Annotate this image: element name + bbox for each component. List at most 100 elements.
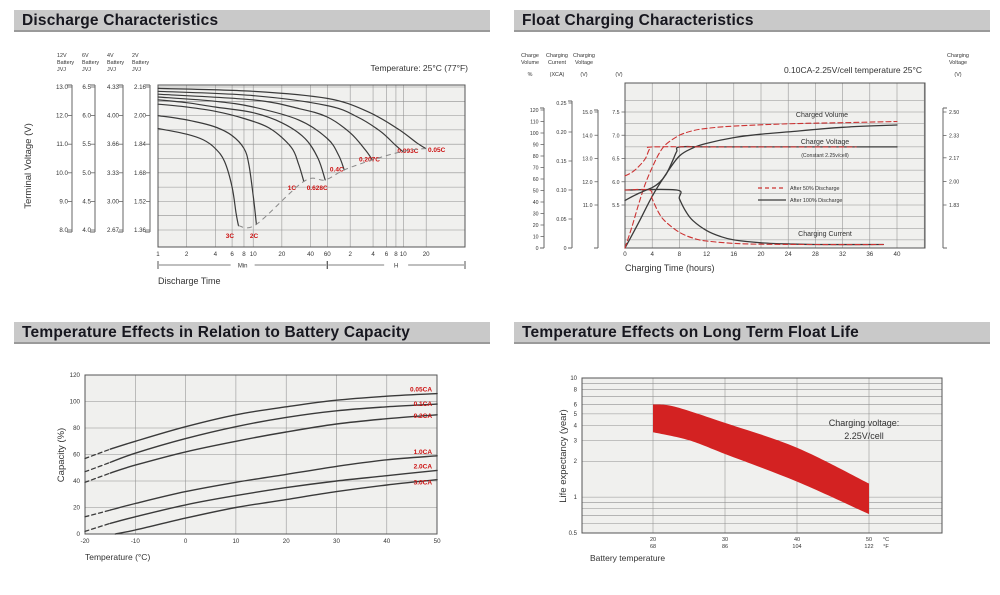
rate-label-0.05CA: 0.05CA <box>410 387 432 394</box>
x-tick-label: 28 <box>812 251 819 258</box>
x-axis-title: Discharge Time <box>158 276 221 286</box>
battery-scale-header: JVJ <box>132 67 141 73</box>
x-tick-label: 30 <box>333 538 340 545</box>
scale-tick-label: 15.0 <box>582 110 592 116</box>
charging-condition-note: 0.10CA-2.25V/cell temperature 25°C <box>784 65 922 75</box>
battery-scale-header: 12V <box>57 53 67 59</box>
axis-header: Charging <box>546 53 568 59</box>
scale-tick-label: 2.00 <box>949 179 959 185</box>
rate-label-0.628C: 0.628C <box>307 185 328 192</box>
rate-label-2.0CA: 2.0CA <box>414 463 433 470</box>
x-axis-title: Charging Time (hours) <box>625 263 715 273</box>
x-tick-label-fahrenheit: 68 <box>650 544 656 550</box>
y-tick-label: 8 <box>574 388 578 394</box>
battery-scale-header: JVJ <box>107 67 116 73</box>
x-tick-label: 40 <box>383 538 390 545</box>
x-tick-label: 40 <box>307 251 314 258</box>
scale-tick-label: 2.67 <box>107 227 120 234</box>
scale-tick-label: 1.52 <box>134 198 147 205</box>
capacity-curve-dashed <box>84 472 111 483</box>
x-tick-label: 0 <box>184 538 188 545</box>
x-tick-label-celsius: 40 <box>794 537 800 543</box>
scale-tick-label: 0 <box>536 246 539 252</box>
battery-scale-header: 2V <box>132 53 139 59</box>
scale-tick-label: 30 <box>533 212 539 218</box>
x-tick-label: 20 <box>278 251 285 258</box>
x-tick-label-fahrenheit: 104 <box>792 544 801 550</box>
discharge-curve-0.05C <box>157 87 427 150</box>
x-tick-label: 4 <box>214 251 218 258</box>
y-tick-label: 120 <box>70 372 81 379</box>
rate-label-2C: 2C <box>250 233 259 240</box>
discharge-curve-3C <box>157 127 240 227</box>
scale-tick-label: 13.0 <box>582 157 592 163</box>
rate-label-3.0CA: 3.0CA <box>414 479 433 486</box>
capacity-curve-0.1CA <box>109 403 438 464</box>
scale-tick-label: 6.0 <box>612 180 619 186</box>
scale-tick-label: 7.5 <box>612 110 619 116</box>
float-curve <box>624 124 898 249</box>
scale-tick-label: 2.16 <box>134 84 147 91</box>
axis-header: Volume <box>521 60 539 66</box>
scale-tick-label: 3.66 <box>107 141 120 148</box>
scale-tick-label: 60 <box>533 177 539 183</box>
scale-tick-label: 3.33 <box>107 170 120 177</box>
scale-tick-label: 7.0 <box>612 133 619 139</box>
scale-tick-label: 0.15 <box>556 159 566 165</box>
axis-header: Voltage <box>575 60 593 66</box>
rate-label-0.05C: 0.05C <box>428 147 446 154</box>
x-tick-label: 20 <box>758 251 765 258</box>
scale-tick-label: 110 <box>530 120 538 126</box>
battery-scale-header: Battery <box>107 60 124 66</box>
scale-tick-label: 2.17 <box>949 156 959 162</box>
scale-tick-label: 0.25 <box>556 101 566 107</box>
capacity-curve-1.0CA <box>109 455 438 511</box>
rate-label-3C: 3C <box>226 233 235 240</box>
temp-capacity-section-header: Temperature Effects in Relation to Batte… <box>14 322 490 344</box>
float-curve <box>624 188 884 246</box>
scale-tick-label: 14.0 <box>582 133 592 139</box>
charging-voltage-annotation: Charging voltage: <box>829 418 900 428</box>
capacity-curve-dashed <box>84 448 111 460</box>
scale-tick-label: 3.00 <box>107 198 120 205</box>
charging-voltage-annotation: 2.25V/cell <box>844 431 884 441</box>
discharge-section-header: Discharge Characteristics <box>14 10 490 32</box>
scale-tick-label: 1.68 <box>134 170 147 177</box>
battery-scale-header: JVJ <box>57 67 66 73</box>
scale-tick-label: 12.0 <box>582 180 592 186</box>
axis-unit: (V) <box>615 72 622 78</box>
axis-header: Charging <box>947 53 969 59</box>
scale-tick-label: 12.0 <box>56 113 69 120</box>
x-tick-label: 0 <box>623 251 627 258</box>
rate-label-0.4C: 0.4C <box>330 166 344 173</box>
scale-tick-label: 1.83 <box>949 203 959 209</box>
x-tick-label: 20 <box>283 538 290 545</box>
scale-tick-label: 2.50 <box>949 110 959 116</box>
scale-tick-label: 50 <box>533 189 539 195</box>
discharge-curve-2C <box>157 115 257 225</box>
scale-tick-label: 40 <box>533 200 539 206</box>
section-title: Temperature Effects in Relation to Batte… <box>22 324 411 341</box>
y-tick-label: 0 <box>77 531 81 538</box>
x-tick-label: 32 <box>839 251 846 258</box>
axis-header: Charge <box>521 53 539 59</box>
battery-scale-header: JVJ <box>82 67 91 73</box>
x-tick-label: -10 <box>131 538 141 545</box>
discharge-curve-1C <box>157 103 305 182</box>
x-tick-label-fahrenheit: 86 <box>722 544 728 550</box>
x-tick-label-celsius: 30 <box>722 537 728 543</box>
y-axis-title: Terminal Voltage (V) <box>23 123 34 209</box>
scale-tick-label: 1.36 <box>134 227 147 234</box>
scale-tick-label: 6.5 <box>82 84 91 91</box>
x-tick-label: 2 <box>348 251 352 258</box>
x-tick-label: 50 <box>434 538 441 545</box>
y-axis-title: Life expectancy (year) <box>558 409 569 502</box>
y-tick-label: 100 <box>70 399 81 406</box>
x-tick-label: 4 <box>371 251 375 258</box>
scale-tick-label: 70 <box>533 166 539 172</box>
float-curve <box>624 120 898 249</box>
axis-header: Current <box>548 60 566 66</box>
life-expectancy-band <box>653 404 869 515</box>
